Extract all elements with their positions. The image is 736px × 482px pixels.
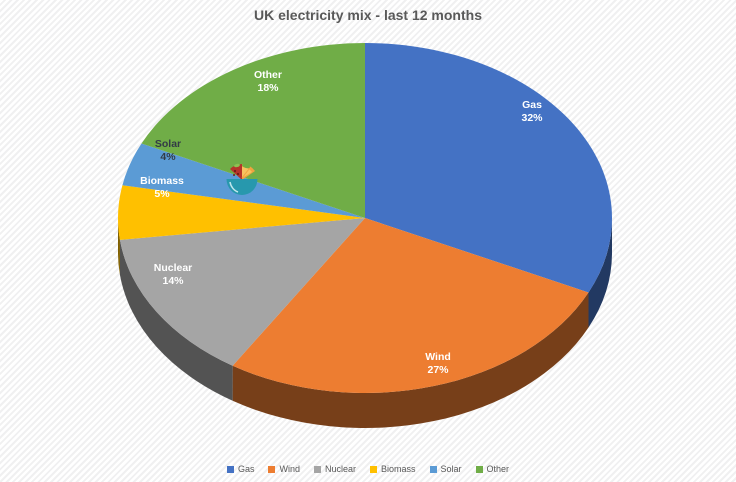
legend-label: Gas [237, 464, 255, 474]
legend-swatch-biomass [370, 465, 377, 473]
pie-slice-side-wind [232, 292, 589, 428]
chart-legend: Gas Wind Nuclear Biomass Solar Other [0, 464, 736, 474]
legend-item-nuclear[interactable]: Nuclear [313, 464, 356, 474]
legend-item-other[interactable]: Other [475, 464, 510, 474]
legend-swatch-gas [226, 465, 234, 473]
data-label-nuclear: Nuclear 14% [154, 262, 193, 287]
legend-item-gas[interactable]: Gas [226, 464, 255, 474]
legend-label: Other [486, 464, 510, 474]
legend-label: Wind [279, 464, 300, 474]
pie-slice-side-nuclear [119, 239, 233, 401]
legend-item-wind[interactable]: Wind [268, 464, 300, 474]
pie-slice-side-gas [588, 218, 612, 328]
legend-item-solar[interactable]: Solar [429, 464, 462, 474]
legend-item-biomass[interactable]: Biomass [370, 464, 416, 474]
data-label-wind: Wind 27% [425, 351, 451, 376]
legend-label: Nuclear [324, 464, 356, 474]
chart-title: UK electricity mix - last 12 months [254, 7, 482, 23]
data-label-gas: Gas 32% [521, 99, 543, 124]
legend-label: Biomass [381, 464, 416, 474]
fruit-bowl-icon [226, 163, 258, 195]
legend-swatch-wind [268, 465, 276, 473]
data-label-biomass: Biomass 5% [140, 175, 184, 200]
data-label-solar: Solar 4% [155, 138, 181, 163]
legend-swatch-solar [429, 465, 437, 473]
pie-slice-wind[interactable] [232, 218, 589, 393]
pie-slice-nuclear[interactable] [119, 218, 366, 366]
legend-swatch-other [475, 465, 483, 473]
data-label-other: Other 18% [254, 69, 282, 94]
pie-slice-other[interactable] [141, 43, 365, 218]
pie-slice-side-biomass [118, 218, 120, 275]
legend-label: Solar [440, 464, 462, 474]
legend-swatch-nuclear [313, 465, 321, 473]
pie-slice-gas[interactable] [365, 43, 613, 293]
pie-slice-biomass[interactable] [118, 185, 365, 240]
